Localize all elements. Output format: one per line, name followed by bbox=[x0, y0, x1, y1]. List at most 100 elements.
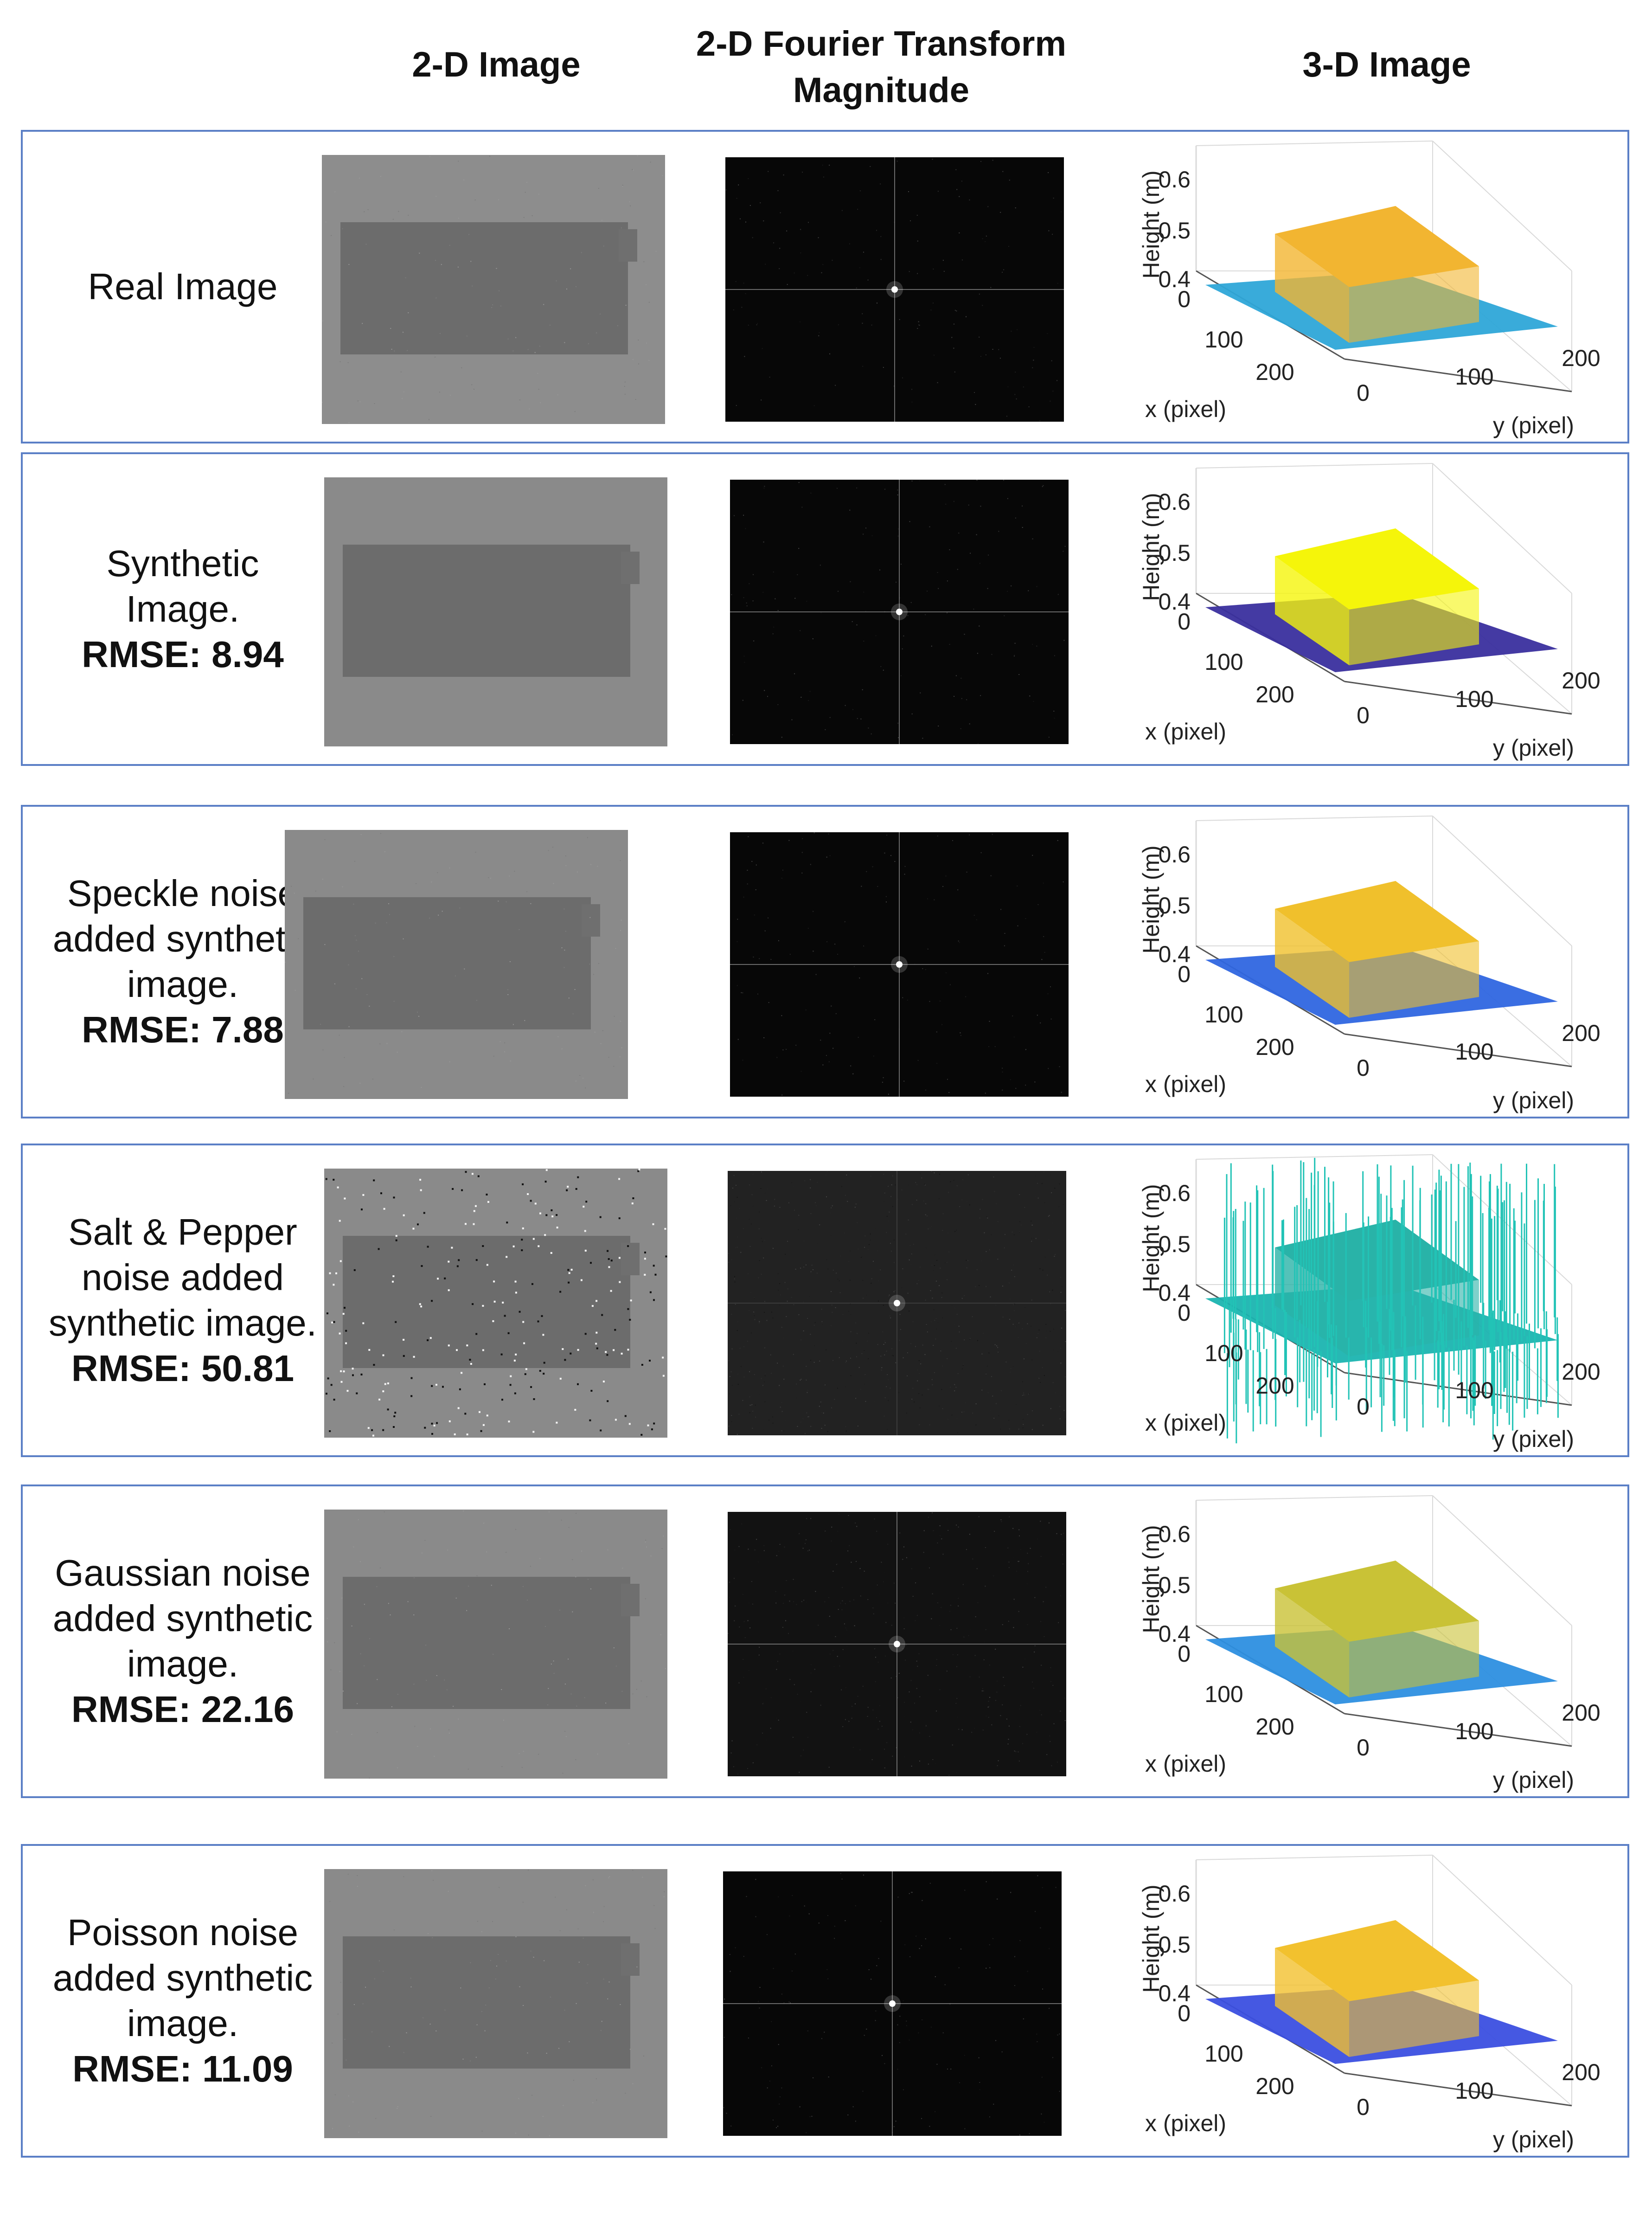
row-label-line: image. bbox=[127, 2003, 239, 2044]
z-tick-label: 0.4 bbox=[1158, 1621, 1191, 1647]
y-axis-label: y (pixel) bbox=[1493, 2127, 1574, 2153]
x-axis-label: x (pixel) bbox=[1145, 1071, 1226, 1097]
x-tick-label: 100 bbox=[1204, 327, 1243, 353]
rmse-value: RMSE: 7.88 bbox=[82, 1009, 284, 1050]
y-tick-label: 200 bbox=[1562, 1700, 1600, 1726]
y-tick-label: 200 bbox=[1562, 1020, 1600, 1046]
x-tick-label: 100 bbox=[1204, 649, 1243, 675]
row-label-line: added synthetic bbox=[52, 1598, 313, 1639]
z-tick-label: 0.4 bbox=[1158, 941, 1191, 967]
image-2d bbox=[285, 830, 628, 1099]
y-tick-label: 0 bbox=[1357, 1055, 1370, 1081]
z-tick-label: 0 bbox=[1178, 1300, 1191, 1326]
rmse-value: RMSE: 50.81 bbox=[71, 1348, 295, 1389]
row-label-line: Poisson noise bbox=[67, 1912, 299, 1953]
y-axis-label: y (pixel) bbox=[1493, 412, 1574, 438]
image-2d bbox=[324, 1510, 667, 1779]
row-label-line: noise added bbox=[82, 1257, 284, 1298]
y-tick-label: 200 bbox=[1562, 668, 1600, 694]
y-tick-label: 0 bbox=[1357, 1394, 1370, 1420]
z-tick-label: 0.4 bbox=[1158, 266, 1191, 292]
z-tick-label: 0 bbox=[1178, 2000, 1191, 2026]
x-tick-label: 200 bbox=[1255, 1373, 1294, 1399]
y-tick-label: 100 bbox=[1455, 364, 1493, 390]
figure-row: Real Image 0.6 0.5 0.4 0 Height (m) 100 200 x (p… bbox=[21, 130, 1629, 443]
y-axis-label: y (pixel) bbox=[1493, 735, 1574, 761]
x-axis-label: x (pixel) bbox=[1145, 1410, 1226, 1436]
z-tick-label: 0.5 bbox=[1158, 1932, 1191, 1958]
row-label-line: Salt & Pepper bbox=[68, 1211, 297, 1253]
z-axis-label: Height (m) bbox=[1138, 1884, 1164, 1992]
row-label-line: added synthetic bbox=[52, 1957, 313, 1999]
y-tick-label: 100 bbox=[1455, 2078, 1493, 2104]
y-tick-label: 200 bbox=[1562, 345, 1600, 371]
z-tick-label: 0.6 bbox=[1158, 842, 1191, 868]
image-2d bbox=[322, 155, 665, 424]
row-label-line: Speckle noise bbox=[67, 873, 299, 914]
z-tick-label: 0.4 bbox=[1158, 1980, 1191, 2006]
x-tick-label: 200 bbox=[1255, 2073, 1294, 2099]
row-label-line: Real Image bbox=[88, 266, 278, 307]
z-axis-label: Height (m) bbox=[1138, 170, 1164, 278]
z-tick-label: 0.6 bbox=[1158, 1521, 1191, 1547]
row-label: Synthetic Image. RMSE: 8.94 bbox=[32, 454, 333, 764]
z-axis-label: Height (m) bbox=[1138, 1184, 1164, 1292]
column-header-fourier-line1: 2-D Fourier Transform bbox=[696, 24, 1067, 64]
y-tick-label: 0 bbox=[1357, 702, 1370, 728]
x-axis-label: x (pixel) bbox=[1145, 1751, 1226, 1777]
z-axis-label: Height (m) bbox=[1138, 1525, 1164, 1633]
x-tick-label: 100 bbox=[1204, 1681, 1243, 1707]
z-tick-label: 0.6 bbox=[1158, 489, 1191, 515]
row-label-line: Image. bbox=[126, 588, 240, 630]
row-label-line: Gaussian noise bbox=[55, 1552, 311, 1594]
y-tick-label: 100 bbox=[1455, 1377, 1493, 1403]
fourier-magnitude-image bbox=[728, 1171, 1066, 1435]
fourier-magnitude-image bbox=[728, 1512, 1066, 1776]
fourier-magnitude-image bbox=[725, 157, 1064, 422]
x-tick-label: 200 bbox=[1255, 1714, 1294, 1740]
x-tick-label: 200 bbox=[1255, 681, 1294, 707]
fourier-magnitude-image bbox=[730, 480, 1069, 744]
figure-row: Speckle noise added synthetic image. RMSE: … bbox=[21, 805, 1629, 1118]
z-tick-label: 0.6 bbox=[1158, 1881, 1191, 1907]
image-2d bbox=[324, 1169, 667, 1438]
rmse-value: RMSE: 22.16 bbox=[71, 1689, 295, 1730]
y-tick-label: 0 bbox=[1357, 2094, 1370, 2120]
z-axis-label: Height (m) bbox=[1138, 845, 1164, 953]
y-tick-label: 200 bbox=[1562, 2059, 1600, 2085]
figure-row: Synthetic Image. RMSE: 8.94 0.6 0.5 0.4 0 Heigh… bbox=[21, 452, 1629, 766]
row-label-line: image. bbox=[127, 1643, 239, 1684]
z-tick-label: 0 bbox=[1178, 961, 1191, 987]
z-tick-label: 0.5 bbox=[1158, 218, 1191, 244]
z-tick-label: 0 bbox=[1178, 609, 1191, 635]
image-2d bbox=[324, 1869, 667, 2138]
figure-row: Poisson noise added synthetic image. RMSE: … bbox=[21, 1844, 1629, 2158]
x-tick-label: 200 bbox=[1255, 1034, 1294, 1060]
row-label-line: image. bbox=[127, 964, 239, 1005]
column-header-fourier-line2: Magnitude bbox=[793, 71, 969, 110]
rmse-value: RMSE: 8.94 bbox=[82, 634, 284, 675]
z-tick-label: 0.4 bbox=[1158, 589, 1191, 615]
row-label-line: Synthetic bbox=[106, 543, 259, 584]
fourier-magnitude-image bbox=[730, 832, 1069, 1097]
row-label-line: added synthetic bbox=[52, 918, 313, 959]
x-tick-label: 100 bbox=[1204, 1340, 1243, 1366]
y-tick-label: 100 bbox=[1455, 1039, 1493, 1065]
z-tick-label: 0.5 bbox=[1158, 540, 1191, 566]
column-header-fourier: 2-D Fourier Transform Magnitude bbox=[649, 21, 1113, 114]
row-label: Poisson noise added synthetic image. RMSE: … bbox=[32, 1846, 333, 2156]
x-axis-label: x (pixel) bbox=[1145, 719, 1226, 745]
fourier-magnitude-image bbox=[723, 1871, 1062, 2136]
x-axis-label: x (pixel) bbox=[1145, 2110, 1226, 2136]
y-tick-label: 0 bbox=[1357, 1735, 1370, 1761]
z-tick-label: 0.5 bbox=[1158, 1231, 1191, 1257]
column-header-3d-image: 3-D Image bbox=[1302, 45, 1471, 84]
y-tick-label: 100 bbox=[1455, 686, 1493, 712]
x-tick-label: 100 bbox=[1204, 1002, 1243, 1028]
